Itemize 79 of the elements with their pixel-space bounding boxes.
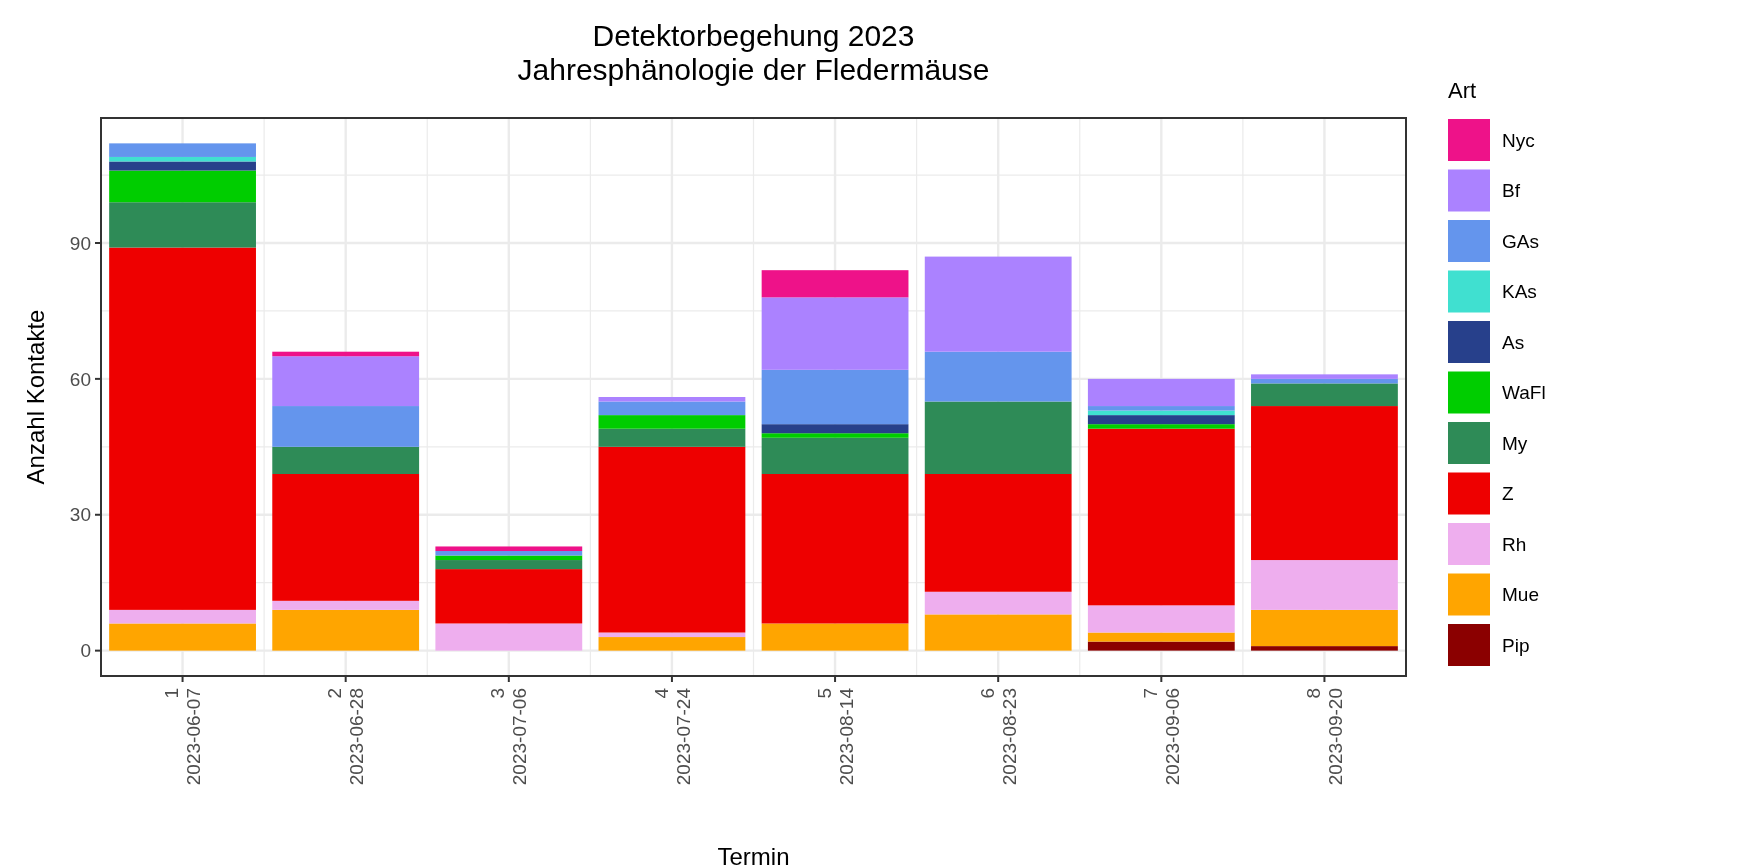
chart-title: Detektorbegehung 2023 Jahresphänologie der Fledermäuse xyxy=(517,19,990,86)
x-tick-label: 1 2023-06-07 xyxy=(161,688,205,786)
x-axis-title: Termin xyxy=(717,843,790,865)
legend-label: Mue xyxy=(1502,584,1539,606)
bar xyxy=(924,614,1072,651)
x-tick-label: 7 2023-09-06 xyxy=(1139,688,1183,786)
bar xyxy=(924,591,1072,615)
bar xyxy=(272,356,420,407)
bar xyxy=(435,560,583,570)
x-tick-label: 4 2023-07-24 xyxy=(650,687,694,786)
legend-label: GAs xyxy=(1502,230,1539,252)
legend-title: Art xyxy=(1448,77,1477,103)
bar xyxy=(1251,609,1398,647)
legend-label: My xyxy=(1502,432,1528,454)
bar xyxy=(1251,374,1398,379)
bar xyxy=(1251,406,1398,561)
bar xyxy=(1087,632,1235,642)
bar xyxy=(761,433,909,438)
bar xyxy=(109,143,256,157)
y-tick-label: 60 xyxy=(69,368,91,390)
bar xyxy=(598,397,746,402)
legend-label: Pip xyxy=(1502,634,1530,656)
bar xyxy=(1087,378,1235,407)
x-tick-label: 3 2023-07-06 xyxy=(487,688,531,786)
y-axis-title: Anzahl Kontakte xyxy=(22,309,49,485)
bar xyxy=(1087,424,1235,429)
bar xyxy=(1087,428,1235,606)
bar xyxy=(1087,415,1235,425)
legend-label: KAs xyxy=(1502,281,1537,303)
bar xyxy=(435,550,583,556)
x-tick-label: 5 2023-08-14 xyxy=(813,687,857,786)
bar xyxy=(761,297,909,370)
bar xyxy=(109,247,256,610)
legend-label: As xyxy=(1502,331,1525,353)
x-tick-label: 8 2023-09-20 xyxy=(1303,688,1347,786)
legend-label: Rh xyxy=(1502,533,1527,555)
bar xyxy=(761,623,909,651)
bar xyxy=(761,369,909,425)
bar xyxy=(1087,406,1235,411)
x-tick-label: 6 2023-08-23 xyxy=(976,688,1020,786)
bar xyxy=(109,170,256,203)
bar xyxy=(109,623,256,651)
bar xyxy=(1087,641,1235,651)
bar xyxy=(272,446,420,474)
y-tick-label: 30 xyxy=(69,504,91,526)
bar xyxy=(761,424,909,434)
bar xyxy=(272,406,420,447)
bar xyxy=(435,546,583,551)
bar xyxy=(761,270,909,298)
bar xyxy=(598,637,746,651)
bar xyxy=(924,256,1072,352)
bar xyxy=(1251,560,1398,610)
bar xyxy=(272,474,420,601)
bar xyxy=(924,401,1072,474)
bar xyxy=(109,161,256,171)
x-tick-label: 2 2023-06-28 xyxy=(324,688,368,786)
y-tick-label: 0 xyxy=(80,640,91,662)
y-tick-label: 90 xyxy=(69,232,91,254)
bar xyxy=(1251,383,1398,407)
bar xyxy=(924,351,1072,402)
bar xyxy=(1251,646,1398,651)
bar xyxy=(761,474,909,624)
bar xyxy=(109,202,256,248)
bar xyxy=(1087,605,1235,633)
bar xyxy=(272,600,420,610)
bar xyxy=(598,415,746,429)
bar xyxy=(598,401,746,416)
legend-label: WaFl xyxy=(1502,382,1546,404)
bar xyxy=(435,569,583,624)
bar xyxy=(598,446,746,633)
bar xyxy=(598,428,746,447)
legend-label: Z xyxy=(1502,483,1514,505)
bar xyxy=(109,609,256,624)
bar xyxy=(272,609,420,651)
bar xyxy=(761,437,909,474)
bar xyxy=(435,623,583,651)
bar xyxy=(924,474,1072,592)
legend-label: Bf xyxy=(1502,180,1521,202)
legend-label: Nyc xyxy=(1502,129,1535,151)
